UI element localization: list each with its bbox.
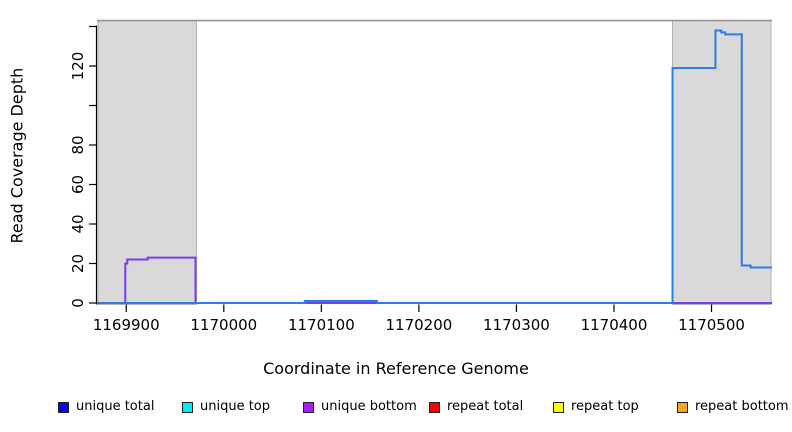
- highlight-region: [672, 20, 772, 305]
- x-tick-label: 1170300: [483, 316, 550, 334]
- legend-item: unique bottom: [303, 399, 417, 415]
- legend-swatch-icon: [303, 401, 314, 413]
- y-tick-label: 80: [69, 135, 87, 154]
- x-tick-label: 1170400: [581, 316, 648, 334]
- y-tick-label: 0: [69, 298, 87, 308]
- x-tick-label: 1170200: [385, 316, 452, 334]
- legend-label: repeat top: [571, 399, 639, 414]
- legend-label: unique top: [200, 399, 271, 414]
- legend-swatch-icon: [58, 401, 69, 413]
- legend-label: repeat total: [447, 399, 524, 414]
- y-tick-label: 120: [69, 52, 87, 81]
- legend-item: repeat total: [429, 399, 523, 415]
- legend-item: unique top: [182, 399, 270, 415]
- y-tick-label: 60: [69, 175, 87, 194]
- coverage-step-line: [97, 29, 772, 304]
- legend-label: unique bottom: [321, 399, 417, 414]
- legend-label: unique total: [76, 399, 155, 414]
- legend: unique total unique top unique bottom repea…: [0, 399, 792, 419]
- y-axis-title: Read Coverage Depth: [7, 67, 27, 244]
- legend-swatch-icon: [429, 401, 440, 413]
- highlight-region: [97, 20, 197, 305]
- legend-item: unique total: [58, 399, 154, 415]
- x-axis-title: Coordinate in Reference Genome: [263, 359, 529, 378]
- y-tick-label: 40: [69, 214, 87, 233]
- x-tick-label: 1170500: [678, 316, 745, 334]
- legend-item: repeat bottom: [677, 399, 789, 415]
- legend-swatch-icon: [677, 401, 688, 413]
- legend-swatch-icon: [553, 401, 564, 413]
- coverage-step-line: [97, 256, 772, 304]
- legend-swatch-icon: [182, 401, 193, 413]
- x-tick-label: 1169900: [93, 316, 160, 334]
- x-tick-label: 1170000: [190, 316, 257, 334]
- y-tick-label: 20: [69, 254, 87, 273]
- legend-item: repeat top: [553, 399, 639, 415]
- x-tick-label: 1170100: [288, 316, 355, 334]
- legend-label: repeat bottom: [695, 399, 789, 414]
